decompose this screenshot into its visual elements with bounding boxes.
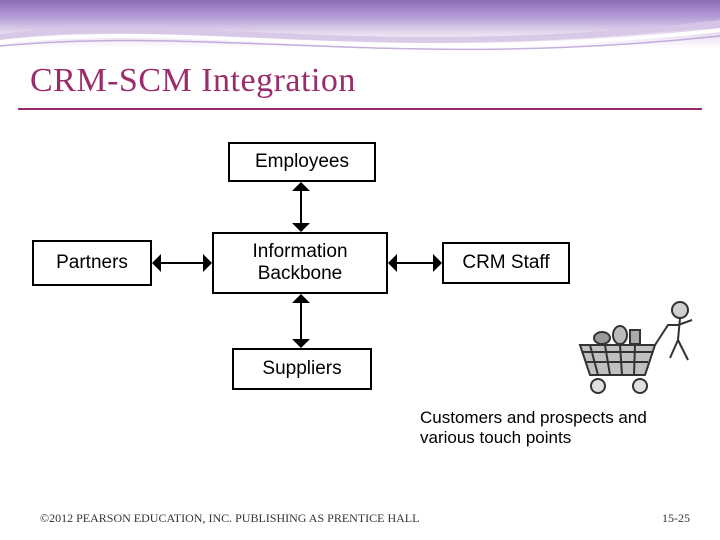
node-label: Suppliers (262, 358, 341, 380)
node-label: InformationBackbone (252, 241, 347, 285)
node-employees: Employees (228, 142, 376, 182)
node-backbone: InformationBackbone (212, 232, 388, 294)
integration-diagram: Employees Partners InformationBackbone C… (0, 130, 720, 470)
header-gradient (0, 0, 720, 48)
footer-copyright: ©2012 PEARSON EDUCATION, INC. PUBLISHING… (40, 511, 419, 526)
shopping-cart-icon (560, 290, 700, 400)
diagram-caption: Customers and prospects and various touc… (420, 408, 700, 448)
footer-pagenum: 15-25 (662, 511, 690, 526)
node-label: Partners (56, 252, 128, 274)
node-partners: Partners (32, 240, 152, 286)
node-crmstaff: CRM Staff (442, 242, 570, 284)
node-suppliers: Suppliers (232, 348, 372, 390)
title-underline (18, 108, 702, 110)
node-label: Employees (255, 151, 349, 173)
node-label: CRM Staff (462, 252, 549, 274)
page-title: CRM-SCM Integration (30, 62, 356, 100)
